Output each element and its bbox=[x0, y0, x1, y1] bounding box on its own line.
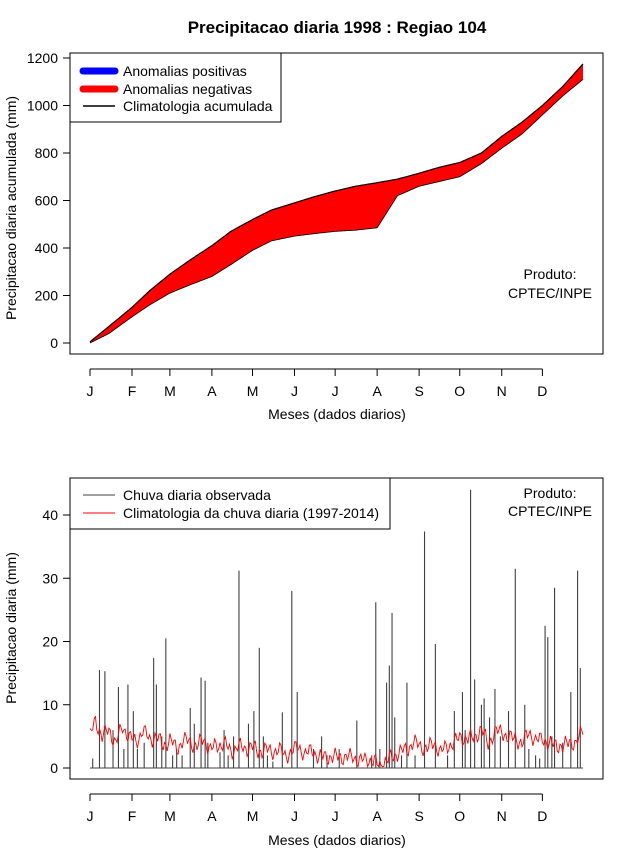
x-tick-label: O bbox=[454, 383, 465, 399]
x-tick-label: A bbox=[372, 808, 382, 824]
x-tick-label: F bbox=[128, 808, 137, 824]
x-tick-label: A bbox=[372, 383, 382, 399]
bottom-legend-box bbox=[69, 477, 391, 530]
anomaly-areas bbox=[89, 63, 584, 344]
legend-observed-label: Chuva diaria observada bbox=[123, 487, 271, 503]
x-tick-label: O bbox=[454, 808, 465, 824]
x-tick-label: M bbox=[247, 808, 259, 824]
x-tick-label: M bbox=[247, 383, 259, 399]
x-tick-label: J bbox=[291, 808, 298, 824]
bottom-x-axis-label: Meses (dados diarios) bbox=[268, 832, 406, 848]
legend-climatology-label: Climatologia acumulada bbox=[123, 98, 273, 114]
climatology-cumulative-line bbox=[89, 63, 584, 343]
x-tick-label: S bbox=[414, 383, 423, 399]
top-product-label: Produto: bbox=[524, 266, 577, 282]
top-legend: Anomalias positivas Anomalias negativas … bbox=[69, 52, 282, 123]
observed-cumulative-line bbox=[89, 79, 584, 344]
x-tick-label: N bbox=[497, 808, 507, 824]
x-tick-label: F bbox=[128, 383, 137, 399]
x-tick-label: D bbox=[537, 383, 547, 399]
legend-negative-label: Anomalias negativas bbox=[123, 81, 252, 97]
y-tick-label: 0 bbox=[50, 335, 58, 351]
bottom-y-axis-label: Precipitacao diaria (mm) bbox=[3, 552, 19, 704]
y-tick-label: 0 bbox=[50, 760, 58, 776]
daily-climatology-line bbox=[89, 715, 584, 769]
x-tick-label: A bbox=[207, 808, 217, 824]
x-tick-label: N bbox=[497, 383, 507, 399]
legend-daily-climatology-label: Climatologia da chuva diaria (1997-2014) bbox=[123, 505, 379, 521]
x-tick-label: A bbox=[207, 383, 217, 399]
top-y-axis-label: Precipitacao diaria acumulada (mm) bbox=[3, 96, 19, 320]
top-product-source: CPTEC/INPE bbox=[508, 285, 592, 301]
x-tick-label: J bbox=[87, 808, 94, 824]
top-x-axis-label: Meses (dados diarios) bbox=[268, 406, 406, 422]
y-tick-label: 30 bbox=[42, 570, 58, 586]
y-tick-label: 1200 bbox=[27, 50, 58, 66]
x-tick-label: J bbox=[332, 383, 339, 399]
y-tick-label: 400 bbox=[35, 240, 59, 256]
y-tick-label: 20 bbox=[42, 634, 58, 650]
top-y-axis: 0 200 400 600 800 1000 1200 bbox=[27, 50, 70, 351]
bottom-product-label: Produto: bbox=[524, 485, 577, 501]
y-tick-label: 40 bbox=[42, 507, 58, 523]
y-tick-label: 1000 bbox=[27, 98, 58, 114]
bottom-legend: Chuva diaria observada Climatologia da c… bbox=[69, 477, 391, 530]
cumulative-precip-panel: 0 200 400 600 800 1000 1200 J F M A M J J A S O N D Meses… bbox=[3, 50, 604, 422]
x-tick-label: J bbox=[291, 383, 298, 399]
bottom-y-axis: 0 10 20 30 40 bbox=[42, 507, 70, 776]
bottom-product-source: CPTEC/INPE bbox=[508, 503, 592, 519]
observed-rain-bars bbox=[90, 489, 583, 769]
x-tick-label: M bbox=[164, 808, 176, 824]
daily-climatology-path bbox=[89, 715, 584, 769]
y-tick-label: 800 bbox=[35, 145, 59, 161]
negative-anomaly-area bbox=[90, 63, 583, 343]
daily-precip-panel: 0 10 20 30 40 J F M A M J J A S O N D Meses (dados diar… bbox=[3, 477, 604, 848]
x-tick-label: J bbox=[332, 808, 339, 824]
legend-positive-label: Anomalias positivas bbox=[123, 63, 247, 79]
y-tick-label: 10 bbox=[42, 697, 58, 713]
figure-title: Precipitacao diaria 1998 : Regiao 104 bbox=[188, 18, 487, 37]
x-tick-label: M bbox=[164, 383, 176, 399]
x-tick-label: J bbox=[87, 383, 94, 399]
x-tick-label: S bbox=[414, 808, 423, 824]
x-tick-label: D bbox=[537, 808, 547, 824]
top-plot-frame bbox=[69, 52, 604, 355]
y-tick-label: 600 bbox=[35, 193, 59, 209]
y-tick-label: 200 bbox=[35, 288, 59, 304]
